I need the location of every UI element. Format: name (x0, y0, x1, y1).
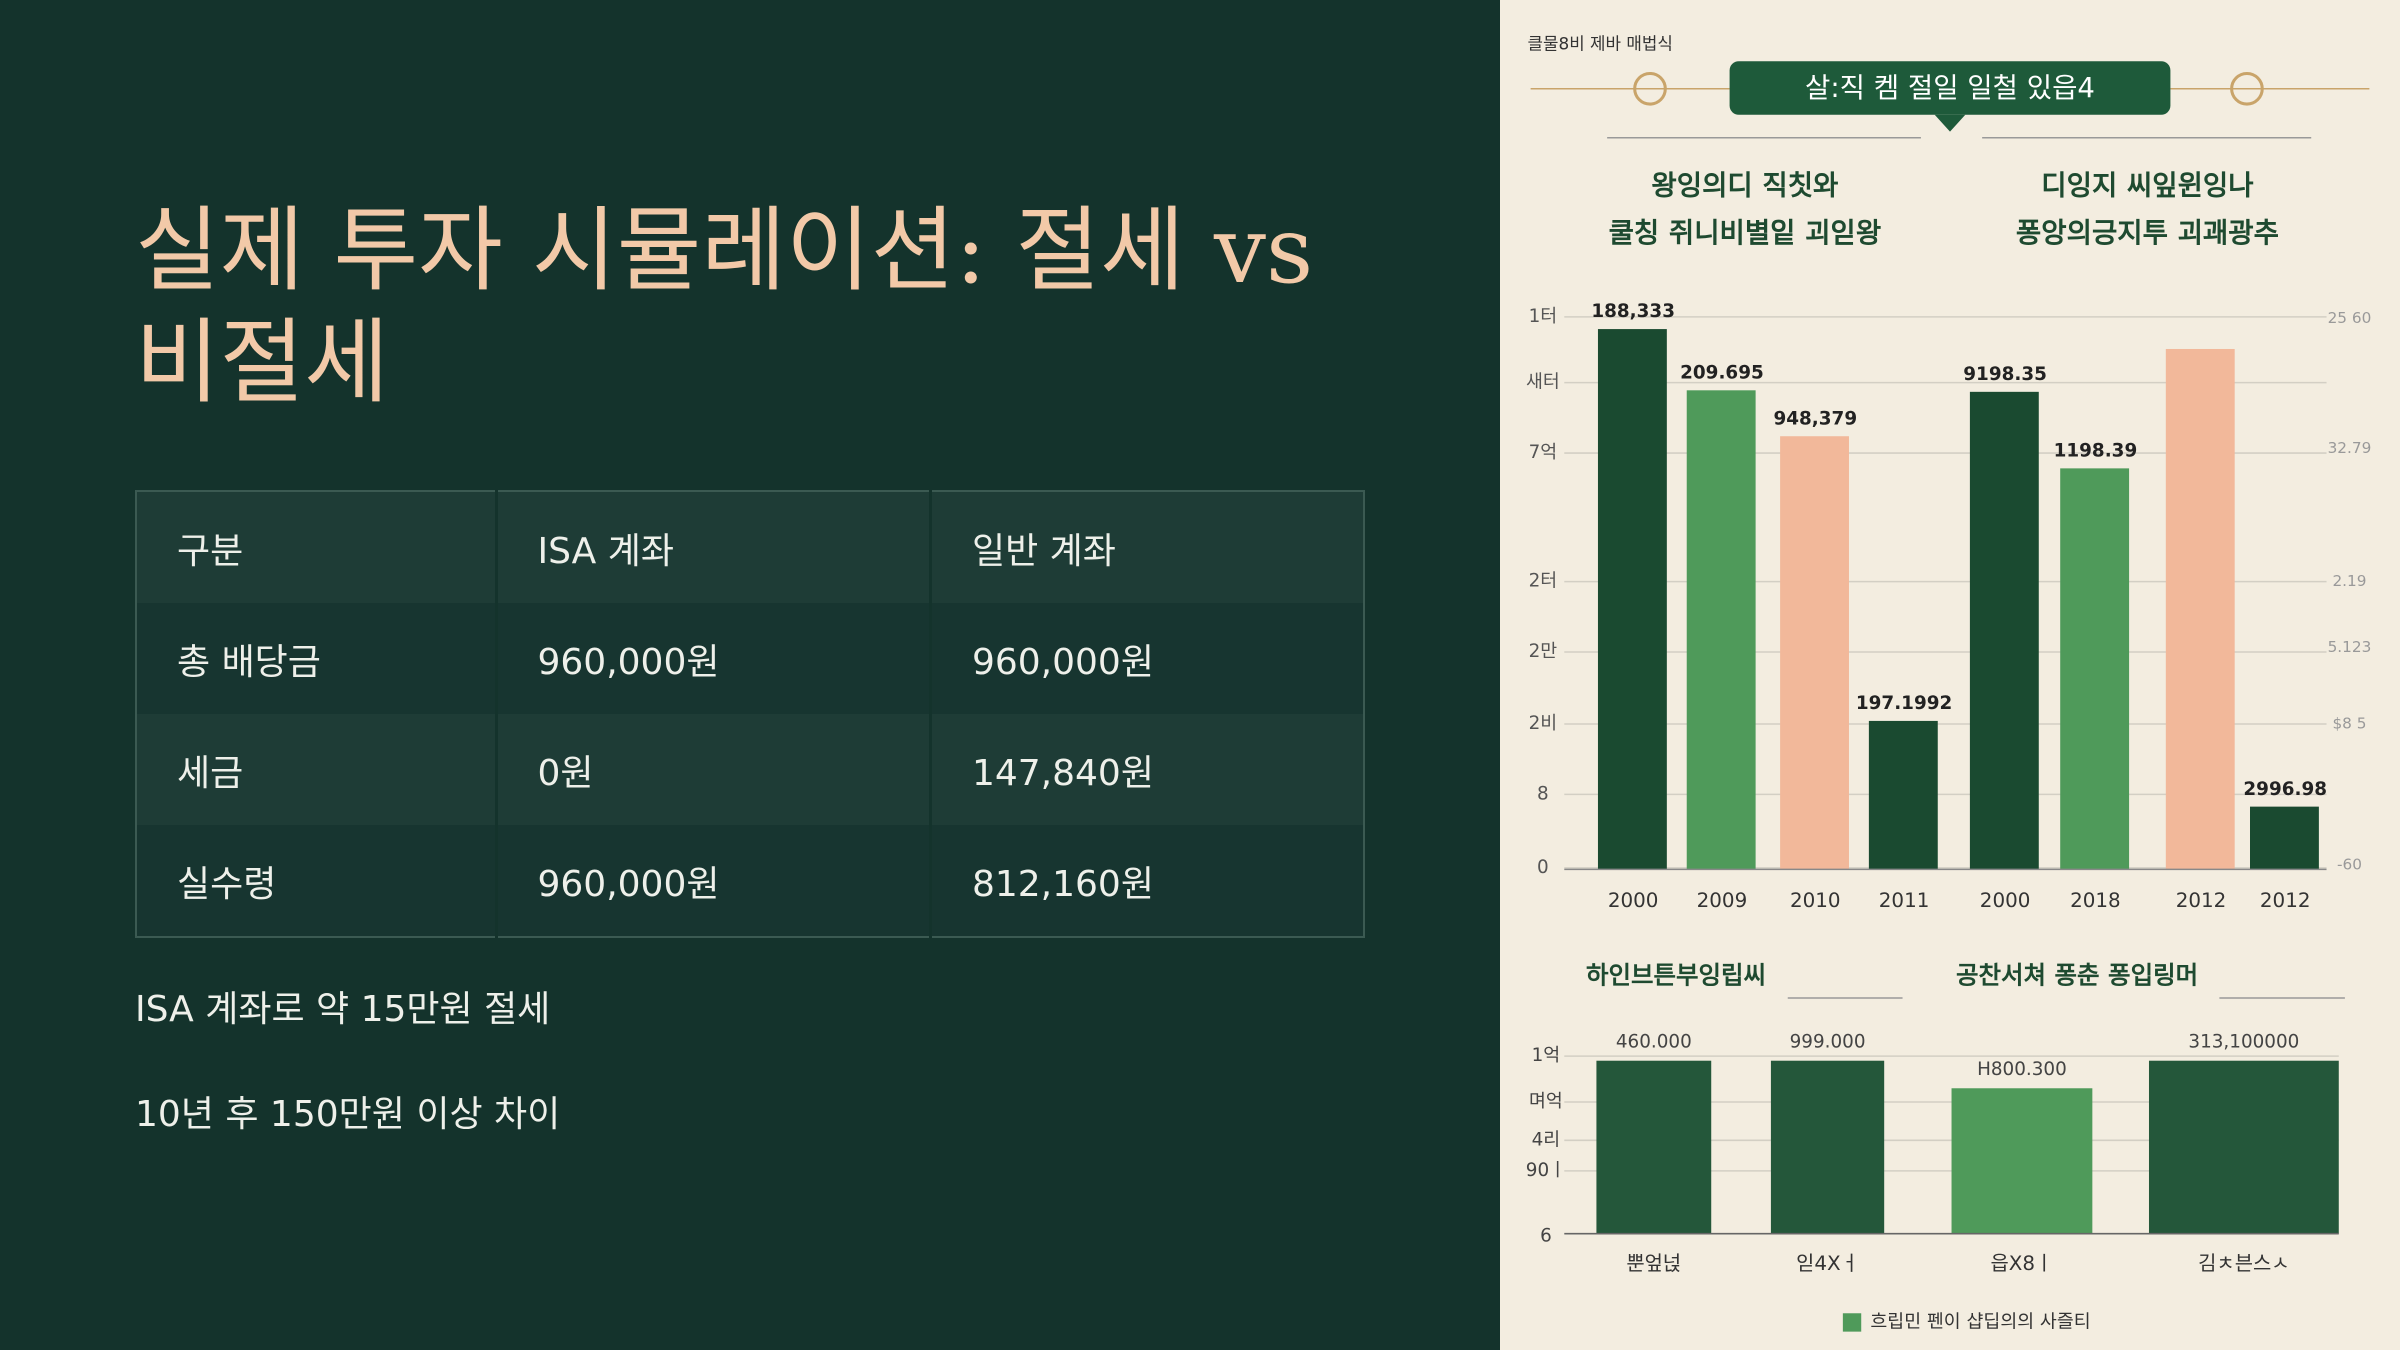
label: 읻4Xㅓ (1796, 1252, 1859, 1275)
bar (1686, 390, 1756, 870)
label: 999.000 (1790, 1031, 1866, 1052)
label: 90ㅣ (1526, 1160, 1566, 1181)
ornament (2230, 71, 2264, 106)
label: 8 (1537, 783, 1549, 804)
table-cell: 0원 (496, 714, 932, 825)
label: 1억 (1532, 1045, 1561, 1066)
bar (2250, 806, 2319, 870)
label: 공찬서쳐 퐁춘 퐁입링머 (1956, 961, 2198, 990)
table-cell: 총 배당금 (136, 603, 498, 714)
table-cell: ISA 계좌 (496, 491, 932, 603)
label: 김ㅊ븐스ㅅ (2198, 1252, 2289, 1275)
label: 25 60 (2328, 309, 2372, 327)
label: 왕잉의디 직칫와 (1651, 170, 1838, 202)
table-cell: 812,160원 (930, 825, 1364, 937)
table-cell: 960,000원 (496, 603, 932, 714)
table-row: 총 배당금 960,000원 960,000원 (136, 603, 1364, 714)
caption: 클물8비 제바 매법식 (1528, 33, 1673, 53)
title: 실제 투자 시뮬레이션: 절세 vs 비절세 (135, 197, 1314, 416)
ornament (1633, 71, 1667, 106)
label: 2011 (1879, 889, 1930, 912)
label: 디잉지 씨잎윈잉나 (2041, 170, 2253, 202)
label: 2만 (1529, 641, 1558, 662)
table-row: 구분 ISA 계좌 일반 계좌 (136, 491, 1364, 603)
label: 4리 (1532, 1129, 1561, 1150)
label: 읍X8ㅣ (1991, 1252, 2054, 1275)
label: 며억 (1529, 1091, 1563, 1112)
banner (1729, 61, 2171, 115)
label: 2009 (1697, 889, 1748, 912)
label: 새터 (1526, 372, 1560, 393)
label: 흐립민 펜이 샵딥의의 사즐티 (1870, 1311, 2090, 1332)
label: 2010 (1790, 889, 1841, 912)
bar (1780, 436, 1849, 870)
banner-tip (1934, 114, 1966, 132)
label: 쿨칭 쥐니비별잍 괴읻왕 (1609, 217, 1882, 249)
label: 313,100000 (2188, 1031, 2299, 1052)
label: 7억 (1529, 442, 1558, 463)
bar (2165, 348, 2235, 870)
bar (1596, 1060, 1712, 1234)
label: 2012 (2176, 889, 2227, 912)
label: 2000 (1980, 889, 2031, 912)
label: 188,333 (1591, 301, 1675, 322)
label: 1터 (1529, 306, 1558, 327)
label: 하인브튼부잉립씨 (1586, 961, 1766, 990)
table: 구분 ISA 계좌 일반 계좌 총 배당금 960,000원 960,000원 세금 0원 14… (135, 490, 1365, 938)
table-row: 세금 0원 147,840원 (136, 714, 1364, 825)
label: 2012 (2260, 889, 2311, 912)
table-cell: 147,840원 (930, 714, 1364, 825)
bullet: ISA 계좌로 약 15만원 절세 (135, 989, 551, 1030)
label: 2비 (1529, 713, 1558, 734)
table-cell: 실수령 (136, 825, 498, 937)
label: 2018 (2070, 889, 2121, 912)
legend-swatch (1842, 1313, 1862, 1332)
bar (1868, 720, 1938, 870)
bullet: 10년 후 150만원 이상 차이 (135, 1094, 561, 1135)
label: $8 5 (2332, 714, 2366, 732)
label: 32.79 (2328, 439, 2372, 457)
label: 0 (1537, 857, 1549, 878)
bar (1951, 1088, 2093, 1234)
table-cell: 구분 (136, 491, 498, 603)
label: 948,379 (1773, 408, 1857, 429)
bar (2060, 468, 2130, 870)
bar (1597, 329, 1667, 870)
label: -60 (2337, 855, 2362, 873)
table-cell: 일반 계좌 (930, 491, 1364, 603)
label: 197.1992 (1856, 693, 1952, 714)
bar (1770, 1060, 1885, 1234)
left-panel: 실제 투자 시뮬레이션: 절세 vs 비절세 구분 ISA 계좌 일반 계좌 총 배당… (0, 0, 1500, 1350)
label: 퐁앙의긍지투 괴괘광추 (2016, 217, 2279, 249)
banner-text: 살:직 켐 절일 일철 있읍4 (1805, 72, 2095, 104)
label: 9198.35 (1963, 364, 2047, 385)
table-cell: 세금 (136, 714, 498, 825)
bar (2148, 1060, 2339, 1234)
label: 1198.39 (2054, 441, 2138, 462)
label: 2996.98 (2243, 779, 2327, 800)
label: H800.300 (1977, 1059, 2067, 1080)
label: 2000 (1608, 889, 1659, 912)
label: 460.000 (1616, 1031, 1692, 1052)
label: 2.19 (2332, 572, 2366, 590)
label: 209.695 (1680, 362, 1764, 383)
label: 6 (1540, 1226, 1552, 1247)
label: 5.123 (2328, 638, 2372, 656)
bar (1969, 391, 2039, 870)
label: 2터 (1529, 571, 1558, 592)
table-cell: 960,000원 (930, 603, 1364, 714)
label: 뿐엎넍 (1626, 1252, 1681, 1275)
table-row: 실수령 960,000원 812,160원 (136, 825, 1364, 937)
table-cell: 960,000원 (496, 825, 932, 937)
